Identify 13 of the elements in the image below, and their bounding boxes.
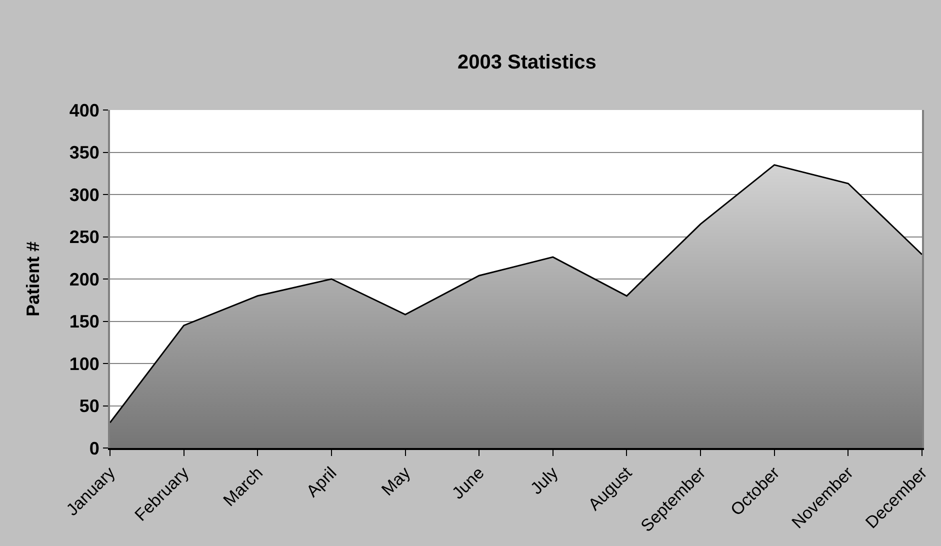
y-tick-label: 250 <box>69 227 100 248</box>
y-tick-label: 350 <box>69 142 100 163</box>
y-tick-label: 50 <box>79 396 100 416</box>
y-tick-label: 300 <box>69 184 100 205</box>
y-axis-title: Patient # <box>23 241 44 317</box>
y-tick-label: 100 <box>69 354 100 374</box>
chart-title: 2003 Statistics <box>457 52 596 74</box>
y-tick-label: 400 <box>69 100 100 120</box>
y-tick-label: 150 <box>69 312 100 332</box>
y-tick-label: 0 <box>89 438 100 458</box>
x-tick-label: May <box>378 462 414 500</box>
x-tick-label: July <box>526 462 562 498</box>
y-tick-label: 200 <box>69 269 100 290</box>
